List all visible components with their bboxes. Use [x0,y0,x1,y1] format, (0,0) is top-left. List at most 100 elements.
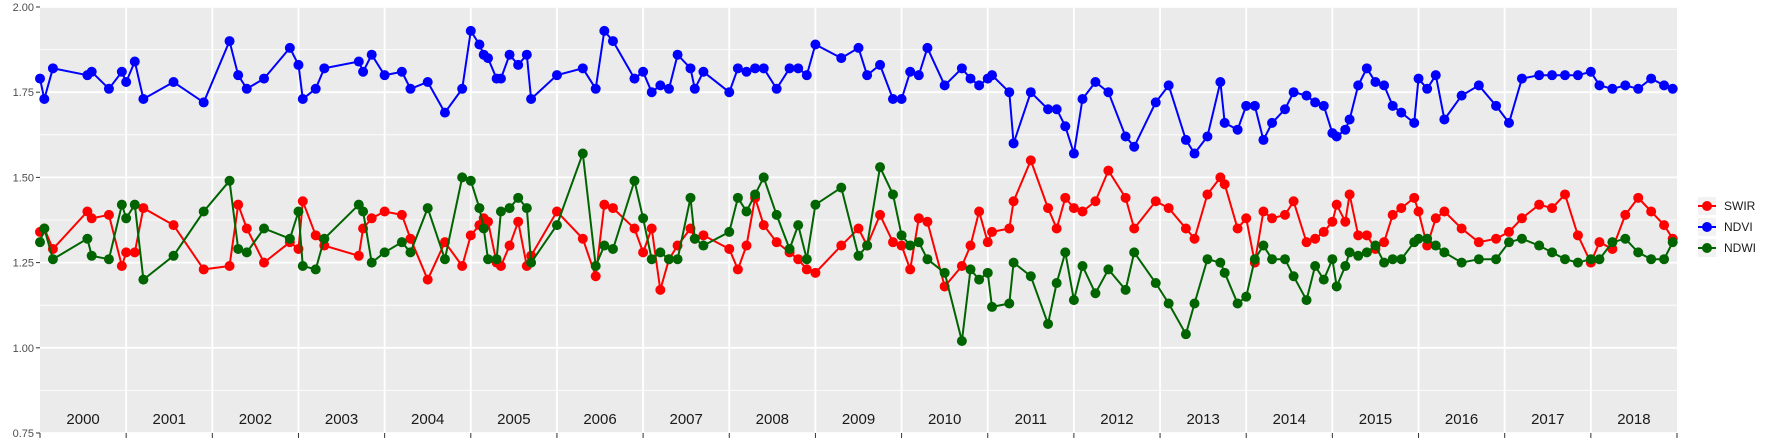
data-point-ndwi [1215,257,1226,268]
legend-label-swir: SWIR [1724,199,1756,213]
data-point-ndvi [1572,70,1583,81]
data-point-ndvi [233,70,244,81]
y-tick-label: 1.25 [13,258,34,270]
data-point-ndvi [465,25,476,36]
data-point-swir [1491,233,1502,244]
data-point-ndwi [1103,264,1114,275]
data-point-ndvi [259,73,270,84]
data-point-ndwi [1202,254,1213,265]
data-point-ndwi [259,223,270,234]
data-point-ndwi [689,233,700,244]
data-point-ndwi [465,175,476,186]
data-point-ndwi [422,203,433,214]
data-point-ndvi [1413,73,1424,84]
data-point-swir [198,264,209,275]
data-point-ndvi [1439,114,1450,125]
data-point-ndwi [1043,318,1054,329]
data-point-ndwi [474,203,485,214]
legend-key-point [1702,222,1712,232]
data-point-ndvi [116,66,127,77]
data-point-swir [887,237,898,248]
data-point-ndwi [1422,233,1433,244]
data-point-swir [836,240,847,251]
data-point-ndvi [1331,131,1342,142]
data-point-swir [956,261,967,272]
data-point-ndvi [241,83,252,94]
data-point-ndvi [922,42,933,53]
data-point-ndvi [1361,63,1372,74]
data-point-ndvi [103,83,114,94]
data-point-ndvi [1180,134,1191,145]
data-point-ndvi [750,63,761,74]
data-point-ndwi [1413,233,1424,244]
data-point-swir [1572,230,1583,241]
data-point-ndvi [1559,70,1570,81]
data-point-swir [103,209,114,220]
data-point-ndwi [896,230,907,241]
data-point-ndwi [1051,278,1062,289]
data-point-ndwi [698,240,709,251]
data-point-ndvi [1607,83,1618,94]
data-point-swir [1340,216,1351,227]
data-point-ndwi [47,254,58,265]
data-point-ndwi [1163,298,1174,309]
data-point-ndvi [1051,104,1062,115]
year-label: 2014 [1273,411,1306,428]
data-point-ndvi [784,63,795,74]
data-point-ndvi [853,42,864,53]
data-point-ndwi [1585,254,1596,265]
data-point-swir [982,237,993,248]
data-point-ndvi [599,25,610,36]
data-point-ndwi [862,240,873,251]
data-point-ndvi [646,87,657,98]
data-point-swir [116,261,127,272]
data-point-ndwi [922,254,933,265]
data-point-ndvi [284,42,295,53]
data-point-swir [457,261,468,272]
data-point-swir [1473,237,1484,248]
data-point-swir [86,213,97,224]
data-point-ndvi [297,94,308,105]
data-point-ndwi [82,233,93,244]
data-point-swir [1559,189,1570,200]
data-point-swir [1594,237,1605,248]
data-point-ndwi [1279,254,1290,265]
data-point-ndvi [121,76,132,87]
data-point-ndwi [358,206,369,217]
data-point-swir [896,240,907,251]
data-point-ndvi [965,73,976,84]
data-point-ndwi [491,254,502,265]
data-point-ndwi [974,274,985,285]
data-point-swir [1633,192,1644,203]
data-point-ndvi [198,97,209,108]
data-point-swir [1430,213,1441,224]
data-point-swir [1301,237,1312,248]
data-point-ndwi [663,254,674,265]
legend-label-ndvi: NDVI [1724,220,1753,234]
data-point-swir [1659,220,1670,231]
year-label: 2008 [756,411,789,428]
data-point-ndvi [379,70,390,81]
data-point-ndwi [987,301,998,312]
data-point-ndwi [457,172,468,183]
data-point-ndvi [905,66,916,77]
year-label: 2006 [583,411,616,428]
data-point-ndvi [310,83,321,94]
data-point-ndwi [478,223,489,234]
data-point-swir [1353,230,1364,241]
data-point-ndwi [1249,254,1260,265]
data-point-swir [1202,189,1213,200]
data-point-ndvi [801,70,812,81]
data-point-ndvi [1370,76,1381,87]
data-point-ndvi [526,94,537,105]
data-point-swir [1547,203,1558,214]
data-point-ndwi [1180,329,1191,340]
data-point-ndwi [1077,261,1088,272]
data-point-swir [590,271,601,282]
data-point-ndwi [379,247,390,258]
data-point-ndwi [1331,281,1342,292]
data-point-ndwi [1430,240,1441,251]
data-point-swir [599,199,610,210]
data-point-swir [1516,213,1527,224]
data-point-ndvi [1379,80,1390,91]
